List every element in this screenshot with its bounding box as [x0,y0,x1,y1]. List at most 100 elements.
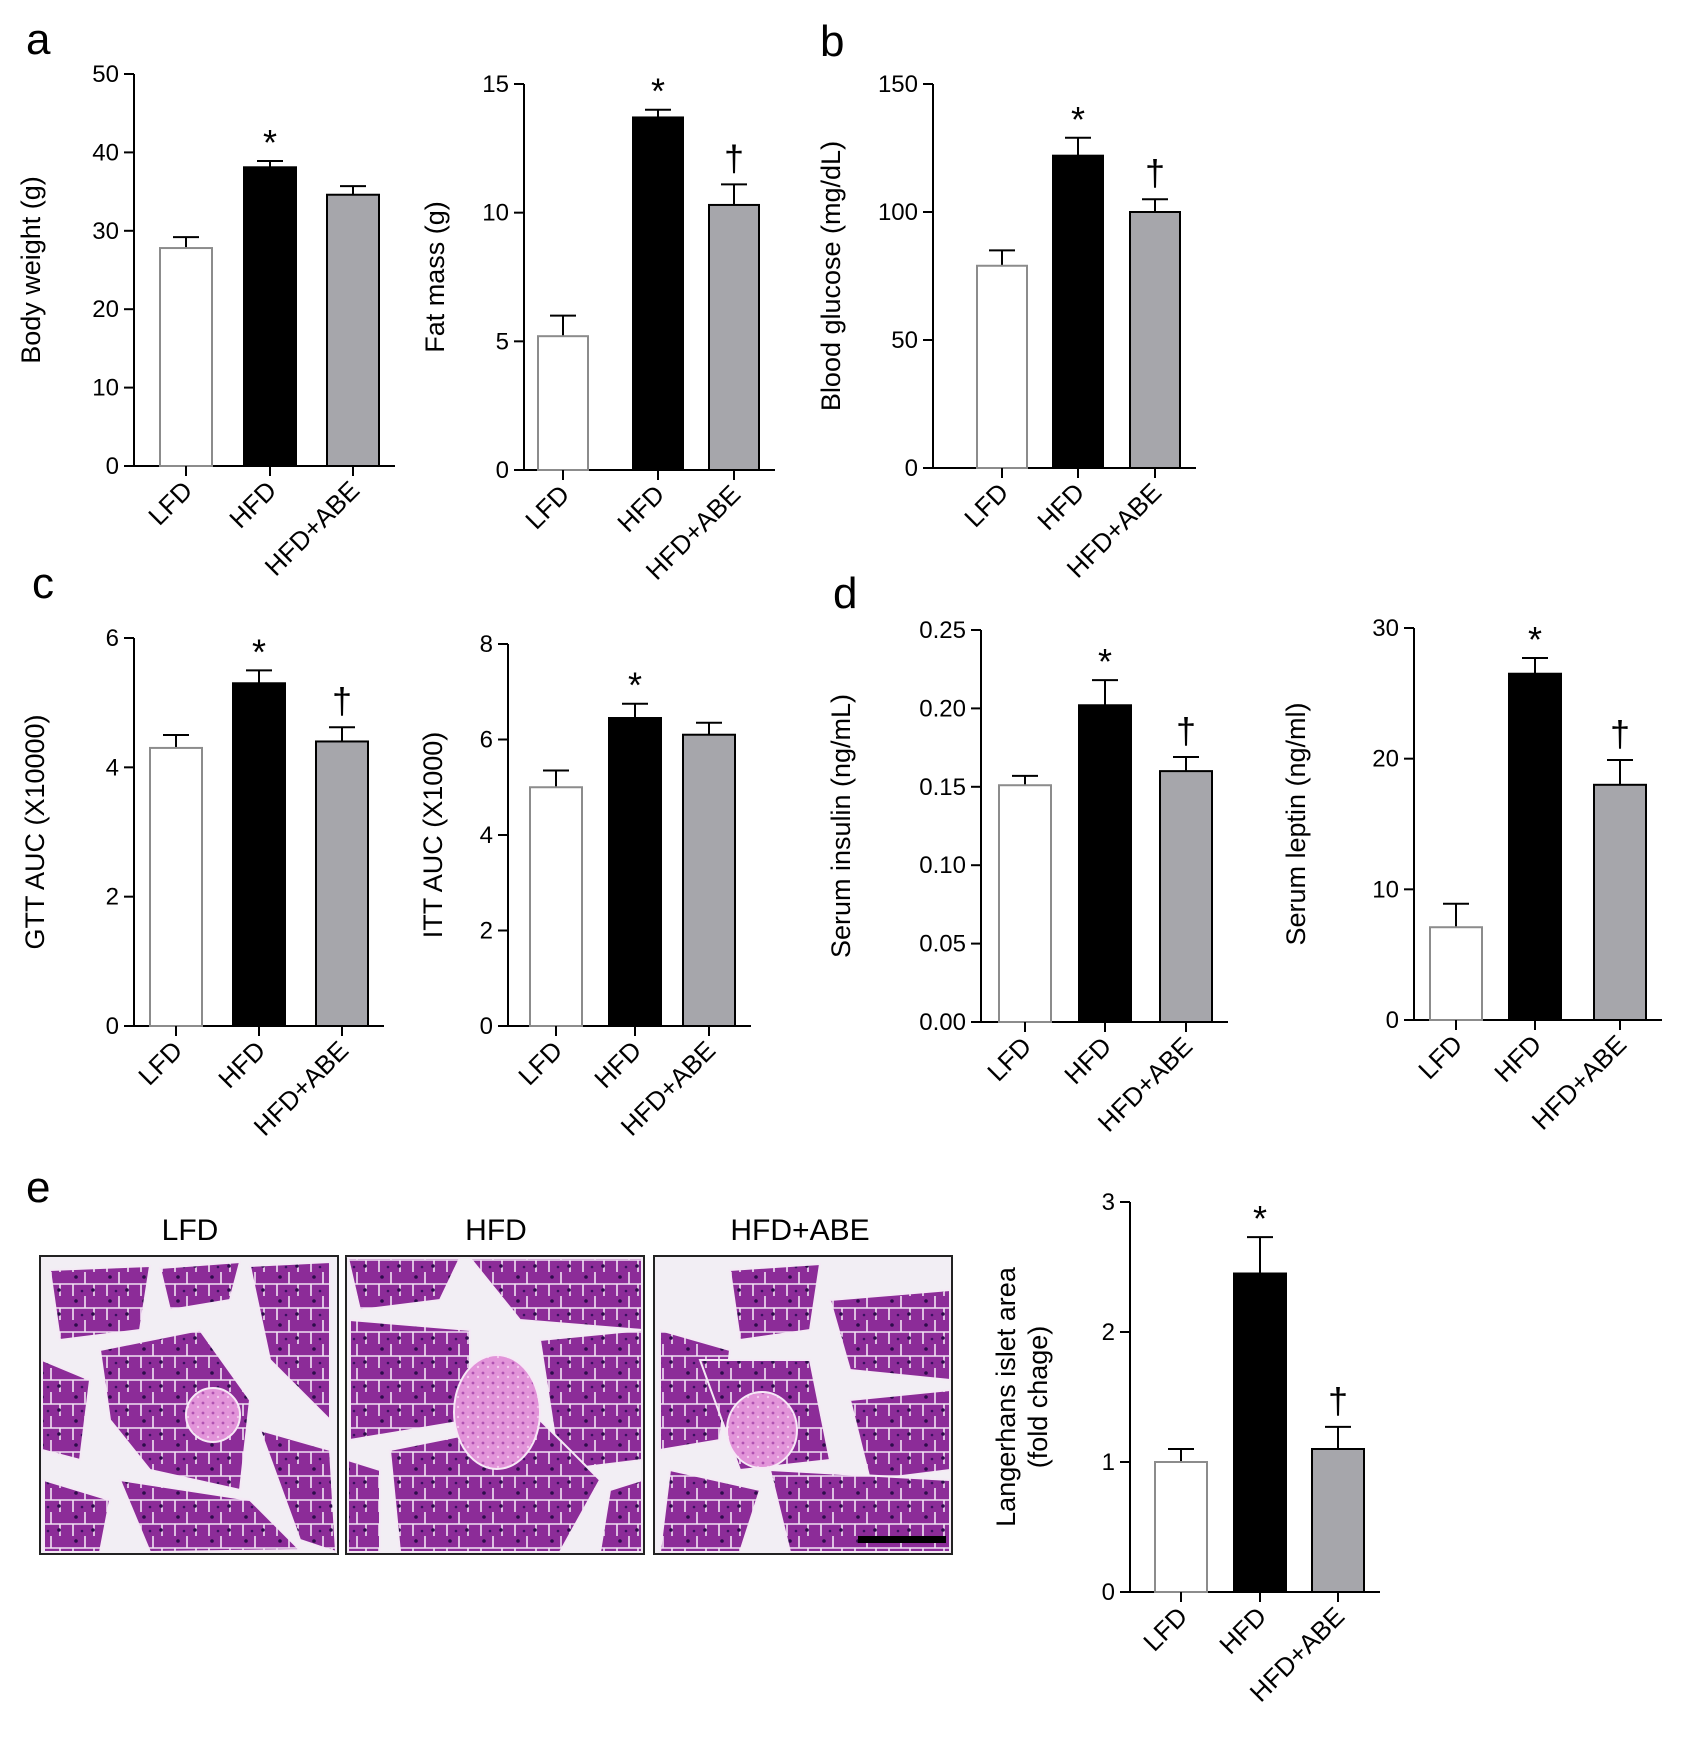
y-tick-label: 0 [106,1013,119,1040]
bar-hfd-abe [682,733,736,1027]
y-tick-label: 20 [92,296,119,323]
y-tick-label: 2 [480,918,493,945]
y-tick-label: 0 [496,457,509,484]
bar-lfd [998,784,1052,1023]
category-label-hfd: HFD [1488,1029,1547,1088]
category-label-hfd: HFD [1213,1601,1272,1660]
y-tick-label: 0.00 [919,1009,966,1036]
y-tick-label: 50 [891,327,918,354]
y-tick-label: 10 [1372,876,1399,903]
bar-hfd [232,682,286,1027]
y-tick-label: 0.05 [919,931,966,958]
micrograph-panel: LFD HFD HFD+ABE [39,1214,953,1555]
bar-lfd [159,247,213,467]
bar-hfd [608,717,662,1027]
significance-asterisk: * [651,71,665,112]
y-tick-label: 40 [92,139,119,166]
y-axis-title: Serum insulin (ng/mL) [826,694,856,958]
category-label-lfd: LFD [1412,1029,1468,1085]
micrograph-label-hfd: HFD [465,1214,527,1247]
y-tick-label: 10 [482,200,509,227]
category-label-hfd: HFD [212,1035,271,1094]
bar-hfd [1078,704,1132,1023]
significance-asterisk: * [1098,641,1112,682]
micrograph-label-lfd: LFD [162,1214,219,1247]
bar-lfd [529,786,583,1027]
micrograph-hfd-abe [653,1255,953,1555]
bar-hfd [632,116,684,471]
category-label-hfd: HFD [611,479,670,538]
significance-asterisk: * [1253,1198,1267,1239]
category-label-lfd: LFD [1137,1601,1193,1657]
bar-hfd [1052,154,1104,469]
significance-dagger: † [1328,1380,1348,1421]
y-axis-title: (fold chage) [1023,1326,1053,1469]
category-label-lfd: LFD [519,479,575,535]
y-axis-title: Fat mass (g) [420,201,450,353]
y-tick-label: 2 [106,884,119,911]
significance-asterisk: * [252,631,266,672]
chart-islet-area: 0 1 2 3 Langerhans islet area (fold chage) LFD… [991,1189,1380,1708]
y-tick-label: 0 [106,453,119,480]
y-tick-label: 0.20 [919,695,966,722]
y-axis-title: Langerhans islet area [991,1266,1021,1527]
category-label-lfd: LFD [512,1035,568,1091]
y-tick-label: 15 [482,71,509,98]
y-tick-label: 5 [496,328,509,355]
y-tick-label: 50 [92,61,119,88]
bar-lfd [976,264,1028,470]
chart-serum-insulin: 0.00 0.05 0.10 0.15 0.20 0.25 Serum insulin (n… [826,617,1228,1138]
category-label-lfd: LFD [981,1031,1037,1087]
bar-hfd-abe [1593,783,1647,1021]
significance-dagger: † [1610,713,1630,754]
y-tick-label: 1 [1102,1449,1115,1476]
significance-dagger: † [332,680,352,721]
category-label-hfd: HFD [223,475,282,534]
significance-asterisk: * [263,122,277,163]
bar-hfd [1508,672,1562,1021]
category-label-hfd: HFD [588,1035,647,1094]
y-tick-label: 4 [106,754,119,781]
bar-hfd-abe [1129,211,1181,469]
micrograph-lfd [39,1255,339,1555]
significance-asterisk: * [628,665,642,706]
micrograph-label-hfd-abe: HFD+ABE [730,1214,869,1247]
significance-dagger: † [724,137,744,178]
y-axis-title: GTT AUC (X10000) [20,714,50,949]
y-tick-label: 3 [1102,1189,1115,1216]
significance-dagger: † [1145,152,1165,193]
bar-lfd [1429,926,1483,1022]
category-label-lfd: LFD [142,475,198,531]
panel-letter-b: b [820,17,844,66]
y-tick-label: 6 [106,625,119,652]
micrograph-hfd [345,1255,645,1555]
bar-lfd [537,335,589,472]
scale-bar [858,1536,946,1543]
significance-dagger: † [1176,710,1196,751]
y-tick-label: 10 [92,375,119,402]
panel-letter-e: e [26,1163,50,1212]
y-tick-label: 30 [92,218,119,245]
panel-letter-d: d [833,569,857,618]
significance-asterisk: * [1528,619,1542,660]
y-tick-label: 2 [1102,1319,1115,1346]
bar-lfd [1154,1461,1208,1593]
bar-hfd-abe [315,740,369,1027]
y-tick-label: 0 [1386,1007,1399,1034]
y-tick-label: 0 [1102,1579,1115,1606]
panel-letter-c: c [32,559,54,608]
category-label-lfd: LFD [132,1035,188,1091]
bar-hfd-abe [1311,1448,1365,1593]
category-label-lfd: LFD [958,477,1014,533]
panel-letter-a: a [26,15,51,64]
y-tick-label: 0.10 [919,852,966,879]
y-axis-title: Serum leptin (ng/ml) [1281,702,1311,945]
y-tick-label: 100 [878,199,918,226]
y-tick-label: 0 [480,1013,493,1040]
bar-lfd [149,746,203,1028]
